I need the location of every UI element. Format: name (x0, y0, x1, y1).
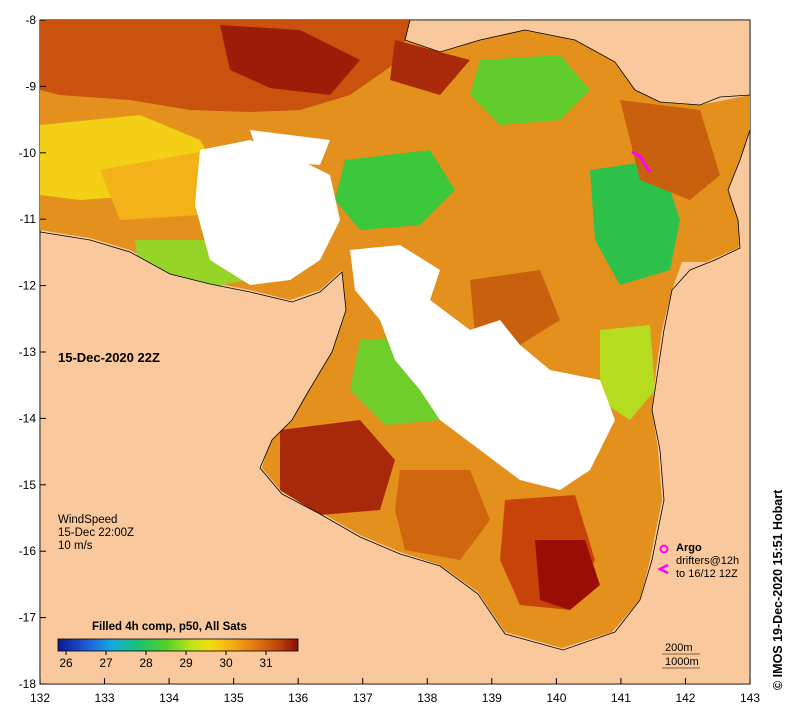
x-tick-label: 134 (159, 691, 179, 705)
wind-title: WindSpeed (58, 514, 118, 526)
wind-time: 15-Dec 22:00Z (58, 527, 135, 539)
colorbar-tick-label: 30 (219, 656, 233, 670)
sst-field (40, 20, 750, 648)
colorbar: 26 27 28 29 30 31 (57, 638, 299, 670)
y-tick-label: -12 (19, 279, 37, 293)
x-tick-label: 142 (675, 691, 695, 705)
colorbar-gradient (57, 638, 299, 652)
x-tick-label: 139 (482, 691, 502, 705)
y-tick-label: -13 (19, 345, 37, 359)
argo-drifter-legend: Argo drifters@12h to 16/12 12Z (640, 542, 739, 581)
colorbar-tick-label: 31 (259, 656, 273, 670)
x-tick-label: 135 (224, 691, 244, 705)
y-tick-label: -16 (19, 544, 37, 558)
colorbar-title: Filled 4h comp, p50, All Sats (92, 621, 247, 633)
colorbar-ticks: 26 27 28 29 30 31 (59, 651, 273, 670)
y-tick-label: -10 (19, 146, 37, 160)
depth-1000m-label: 1000m (665, 656, 699, 668)
x-tick-label: 132 (30, 691, 50, 705)
x-tick-label: 141 (611, 691, 631, 705)
x-axis: 132 133 134 135 136 137 138 139 140 141 142 143 (30, 678, 760, 705)
x-tick-label: 137 (353, 691, 373, 705)
argo-legend-glyphs (657, 544, 669, 575)
depth-contour-lines (662, 653, 700, 669)
drifters-label: drifters@12h (676, 555, 740, 567)
x-tick-label: 138 (417, 691, 437, 705)
cape-york-peninsula (39, 129, 751, 685)
drifter-track (631, 150, 652, 173)
drifter-arrow-icon (657, 563, 669, 575)
y-tick-label: -15 (19, 478, 37, 492)
x-tick-label: 136 (288, 691, 308, 705)
y-tick-label: -14 (19, 411, 37, 425)
argo-marker-icon (659, 544, 669, 554)
land (39, 19, 751, 685)
x-tick-label: 140 (546, 691, 566, 705)
y-tick-label: -9 (25, 79, 36, 93)
new-guinea-coast (404, 19, 751, 106)
colorbar-tick-label: 27 (99, 656, 113, 670)
map-date-label: 15-Dec-2020 22Z (58, 350, 160, 365)
x-tick-label: 143 (740, 691, 760, 705)
y-tick-label: -18 (19, 677, 37, 691)
y-tick-label: -11 (20, 212, 37, 226)
wind-speed-legend: WindSpeed 15-Dec 22:00Z 10 m/s (58, 514, 134, 553)
drifters-until-label: to 16/12 12Z (676, 568, 738, 580)
x-tick-label: 133 (95, 691, 115, 705)
y-tick-label: -17 (19, 611, 37, 625)
wind-scale: 10 m/s (58, 540, 93, 552)
colorbar-tick-label: 29 (179, 656, 193, 670)
depth-contour-legend: 200m 1000m (665, 641, 699, 669)
colorbar-tick-label: 28 (139, 656, 153, 670)
depth-200m-label: 200m (665, 642, 693, 654)
y-axis: -8 -9 -10 -11 -12 -13 -14 -15 -16 -17 -18 (19, 13, 46, 691)
y-tick-label: -8 (25, 13, 36, 27)
argo-label: Argo (676, 542, 702, 554)
colorbar-tick-label: 26 (59, 656, 73, 670)
imos-credit: © IMOS 19-Dec-2020 15:51 Hobart (771, 489, 785, 690)
